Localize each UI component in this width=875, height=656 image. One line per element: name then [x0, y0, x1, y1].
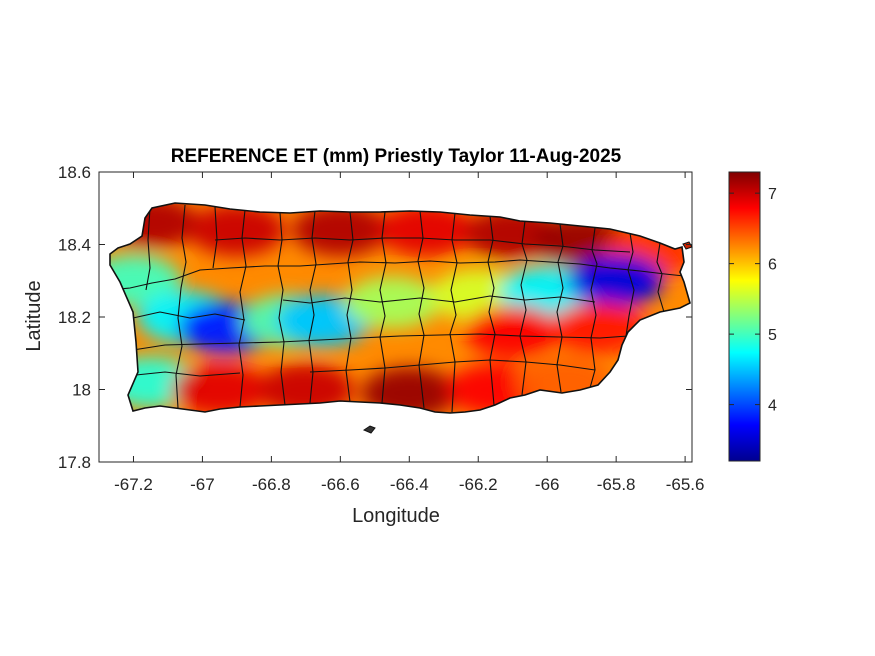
heatmap-region-2 — [292, 204, 389, 256]
colorbar — [728, 171, 761, 462]
x-tick-label: -66 — [535, 475, 560, 494]
heatmap-region-19 — [171, 363, 268, 413]
heatmap-region-1 — [188, 204, 285, 256]
heatmap-region-16 — [464, 305, 561, 358]
heatmap-region-3 — [378, 204, 475, 256]
x-tick-label: -66.8 — [252, 475, 291, 494]
x-tick-label: -67.2 — [114, 475, 153, 494]
x-tick-label: -66.2 — [459, 475, 498, 494]
x-tick-label: -65.6 — [666, 475, 705, 494]
heatmap-region-17 — [550, 301, 647, 354]
y-tick-label: 18 — [72, 381, 91, 400]
y-tick-label: 18.2 — [58, 308, 91, 327]
eastern-islet — [682, 241, 693, 250]
colorbar-tick-label: 4 — [768, 398, 777, 415]
colorbar-tick-label: 5 — [768, 327, 777, 344]
colorbar-ticks: 4 5 6 7 — [729, 186, 777, 415]
colorbar-tick-label: 6 — [768, 257, 777, 274]
x-axis-label: Longitude — [352, 505, 440, 527]
y-tick-label: 18.4 — [58, 236, 91, 255]
colorbar-tick-label: 7 — [768, 186, 777, 203]
x-axis-ticks: -67.2 -67 -66.8 -66.6 -66.4 -66.2 -66 -65.8 -65.… — [114, 172, 704, 494]
x-tick-label: -67 — [190, 475, 215, 494]
y-tick-label: 18.6 — [58, 163, 91, 182]
chart-title: REFERENCE ET (mm) Priestly Taylor 11-Aug… — [171, 146, 622, 167]
y-axis-label: Latitude — [23, 280, 45, 351]
caja-de-muertos-islet — [362, 425, 376, 434]
heatmap-region-15 — [568, 254, 665, 307]
y-tick-label: 17.8 — [58, 453, 91, 472]
x-tick-label: -66.6 — [321, 475, 360, 494]
heatmap-region-7 — [110, 254, 182, 307]
x-tick-label: -65.8 — [597, 475, 636, 494]
heatmap-region-12 — [344, 276, 441, 329]
municipality-boundaries — [110, 204, 685, 413]
x-tick-label: -66.4 — [390, 475, 429, 494]
y-axis-ticks: 17.8 18 18.2 18.4 18.6 — [58, 163, 692, 472]
